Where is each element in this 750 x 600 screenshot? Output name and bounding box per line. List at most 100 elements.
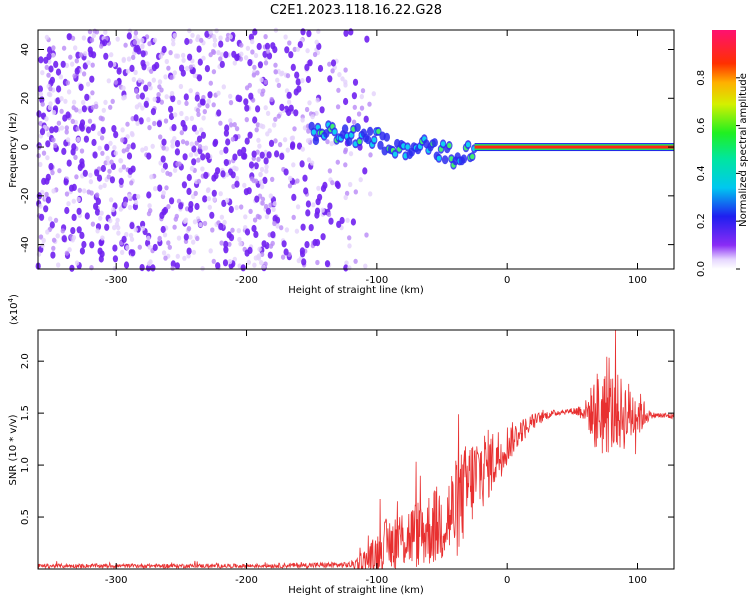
noise-speck — [242, 182, 247, 188]
noise-speck — [232, 122, 237, 128]
noise-speck — [140, 44, 145, 50]
noise-speck — [294, 71, 300, 79]
noise-speck — [168, 112, 175, 121]
noise-speck — [316, 185, 321, 191]
noise-speck — [126, 56, 132, 62]
noise-speck — [255, 213, 261, 219]
noise-speck — [121, 95, 126, 101]
noise-speck — [343, 29, 349, 37]
noise-speck — [300, 28, 306, 36]
noise-speck — [252, 116, 258, 124]
noise-speck — [363, 263, 368, 269]
noise-speck — [188, 38, 193, 44]
noise-speck — [311, 202, 316, 208]
noise-speck — [343, 264, 349, 272]
noise-speck — [70, 227, 76, 235]
noise-speck — [196, 135, 203, 143]
noise-speck — [324, 260, 331, 268]
noise-speck — [172, 224, 177, 230]
noise-speck — [212, 42, 217, 48]
y-tick-label: 20 — [20, 92, 31, 105]
noise-speck — [101, 107, 107, 113]
noise-speck — [368, 152, 373, 158]
noise-speck — [340, 76, 345, 82]
noise-scatter — [35, 27, 376, 272]
noise-speck — [291, 193, 297, 201]
noise-speck — [244, 228, 251, 236]
noise-speck — [71, 99, 77, 105]
noise-speck — [343, 82, 348, 88]
noise-speck — [228, 118, 233, 124]
noise-speck — [51, 237, 57, 243]
noise-speck — [147, 41, 152, 47]
noise-speck — [211, 34, 217, 40]
noise-speck — [71, 143, 77, 151]
noise-speck — [200, 98, 206, 106]
noise-speck — [159, 87, 164, 93]
noise-speck — [255, 254, 261, 260]
noise-speck — [74, 58, 80, 64]
noise-speck — [325, 139, 330, 145]
noise-speck — [43, 205, 49, 213]
noise-speck — [100, 116, 105, 122]
noise-speck — [135, 120, 140, 126]
noise-speck — [195, 235, 200, 242]
noise-speck — [143, 100, 149, 108]
noise-speck — [271, 206, 276, 212]
noise-speck — [272, 122, 277, 128]
x-tick-label: 100 — [628, 575, 647, 586]
noise-speck — [273, 69, 278, 75]
noise-speck — [124, 231, 129, 238]
snr-y-ticks: 0.5 1.0 1.5 2.0 — [20, 353, 674, 525]
noise-speck — [284, 46, 290, 54]
noise-speck — [175, 253, 180, 259]
noise-speck — [256, 156, 261, 162]
noise-speck — [253, 230, 259, 238]
noise-speck — [152, 243, 158, 252]
noise-speck — [38, 161, 43, 168]
noise-speck — [285, 73, 291, 79]
noise-speck — [176, 99, 182, 105]
noise-speck — [123, 42, 128, 48]
noise-speck — [129, 180, 134, 186]
noise-speck — [315, 259, 320, 266]
noise-speck — [188, 64, 194, 70]
noise-speck — [212, 139, 218, 148]
noise-speck — [225, 197, 230, 203]
noise-speck — [238, 56, 243, 62]
noise-speck — [97, 247, 103, 255]
noise-speck — [184, 37, 190, 46]
noise-speck — [300, 117, 305, 123]
noise-speck — [152, 37, 158, 43]
noise-speck — [175, 161, 180, 167]
spectrogram-x-ticks: -300 -200 -100 0 100 — [105, 30, 647, 286]
noise-speck — [170, 260, 176, 268]
noise-speck — [87, 46, 93, 54]
noise-speck — [228, 100, 234, 106]
noise-speck — [250, 39, 255, 45]
noise-speck — [112, 244, 118, 252]
noise-speck — [59, 125, 65, 131]
noise-speck — [94, 169, 100, 177]
noise-speck — [95, 197, 101, 205]
noise-speck — [40, 242, 45, 248]
noise-speck — [99, 43, 104, 49]
noise-speck — [118, 177, 124, 185]
noise-speck — [146, 261, 152, 267]
x-tick-label: -200 — [235, 275, 258, 286]
steady-band-core — [474, 145, 674, 149]
noise-speck — [248, 161, 255, 169]
noise-speck — [192, 219, 198, 225]
noise-speck — [147, 244, 152, 250]
noise-speck — [279, 152, 285, 160]
noise-speck — [312, 51, 318, 58]
noise-speck — [140, 147, 145, 153]
noise-speck — [196, 111, 201, 117]
noise-speck — [222, 259, 229, 267]
noise-speck — [327, 168, 333, 174]
noise-speck — [304, 63, 310, 71]
noise-speck — [145, 61, 150, 67]
noise-speck — [306, 128, 311, 134]
noise-speck — [94, 208, 101, 216]
noise-speck — [216, 90, 221, 96]
